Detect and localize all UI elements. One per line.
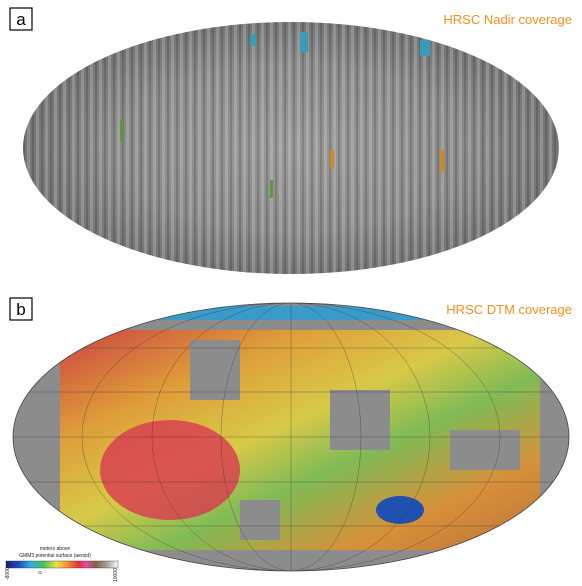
colorbar-tick-label: 10000 — [113, 568, 119, 582]
colorbar-tick-label: 0 — [38, 571, 44, 574]
map-dtm — [0, 300, 582, 580]
panel-title: HRSC Nadir coverage — [443, 12, 572, 27]
colorbar-tick-label: -8000 — [5, 567, 11, 580]
figure: a HRSC Nadir coverage b HRSC DTM coverag… — [0, 0, 582, 586]
panel-label: b — [16, 300, 25, 319]
panel-title: HRSC DTM coverage — [446, 302, 572, 317]
legend-subtitle: GMM3 potential surface (aeroid) — [19, 553, 91, 559]
panel-label: a — [16, 10, 26, 29]
legend-title: meters above — [40, 546, 71, 552]
colorbar — [6, 561, 118, 568]
map-texture — [23, 22, 559, 274]
